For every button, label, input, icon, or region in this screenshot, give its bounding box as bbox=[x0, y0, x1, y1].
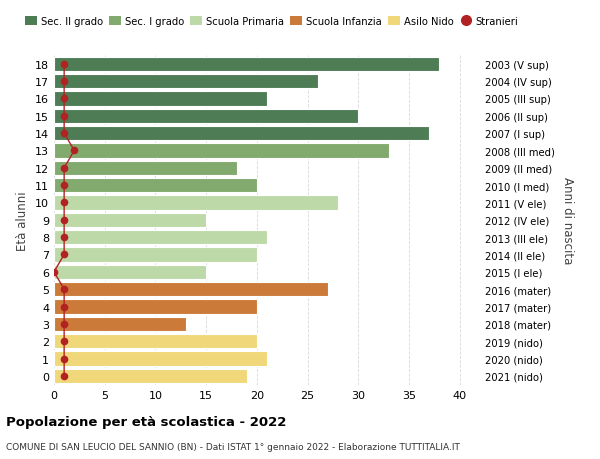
Bar bbox=[54, 282, 328, 297]
Bar bbox=[54, 92, 267, 106]
Bar bbox=[54, 230, 267, 245]
Bar bbox=[54, 75, 318, 89]
Bar bbox=[54, 161, 236, 175]
Bar bbox=[54, 334, 257, 348]
Bar bbox=[54, 144, 389, 158]
Bar bbox=[54, 57, 439, 72]
Text: Popolazione per età scolastica - 2022: Popolazione per età scolastica - 2022 bbox=[6, 415, 286, 428]
Bar bbox=[54, 213, 206, 227]
Legend: Sec. II grado, Sec. I grado, Scuola Primaria, Scuola Infanzia, Asilo Nido, Stran: Sec. II grado, Sec. I grado, Scuola Prim… bbox=[25, 17, 518, 27]
Bar bbox=[54, 109, 358, 123]
Bar bbox=[54, 248, 257, 262]
Bar bbox=[54, 179, 257, 193]
Bar bbox=[54, 317, 186, 331]
Y-axis label: Età alunni: Età alunni bbox=[16, 190, 29, 250]
Bar bbox=[54, 352, 267, 366]
Bar bbox=[54, 265, 206, 280]
Bar bbox=[54, 196, 338, 210]
Bar bbox=[54, 369, 247, 383]
Text: COMUNE DI SAN LEUCIO DEL SANNIO (BN) - Dati ISTAT 1° gennaio 2022 - Elaborazione: COMUNE DI SAN LEUCIO DEL SANNIO (BN) - D… bbox=[6, 442, 460, 451]
Bar bbox=[54, 127, 429, 141]
Y-axis label: Anni di nascita: Anni di nascita bbox=[561, 177, 574, 264]
Bar bbox=[54, 300, 257, 314]
